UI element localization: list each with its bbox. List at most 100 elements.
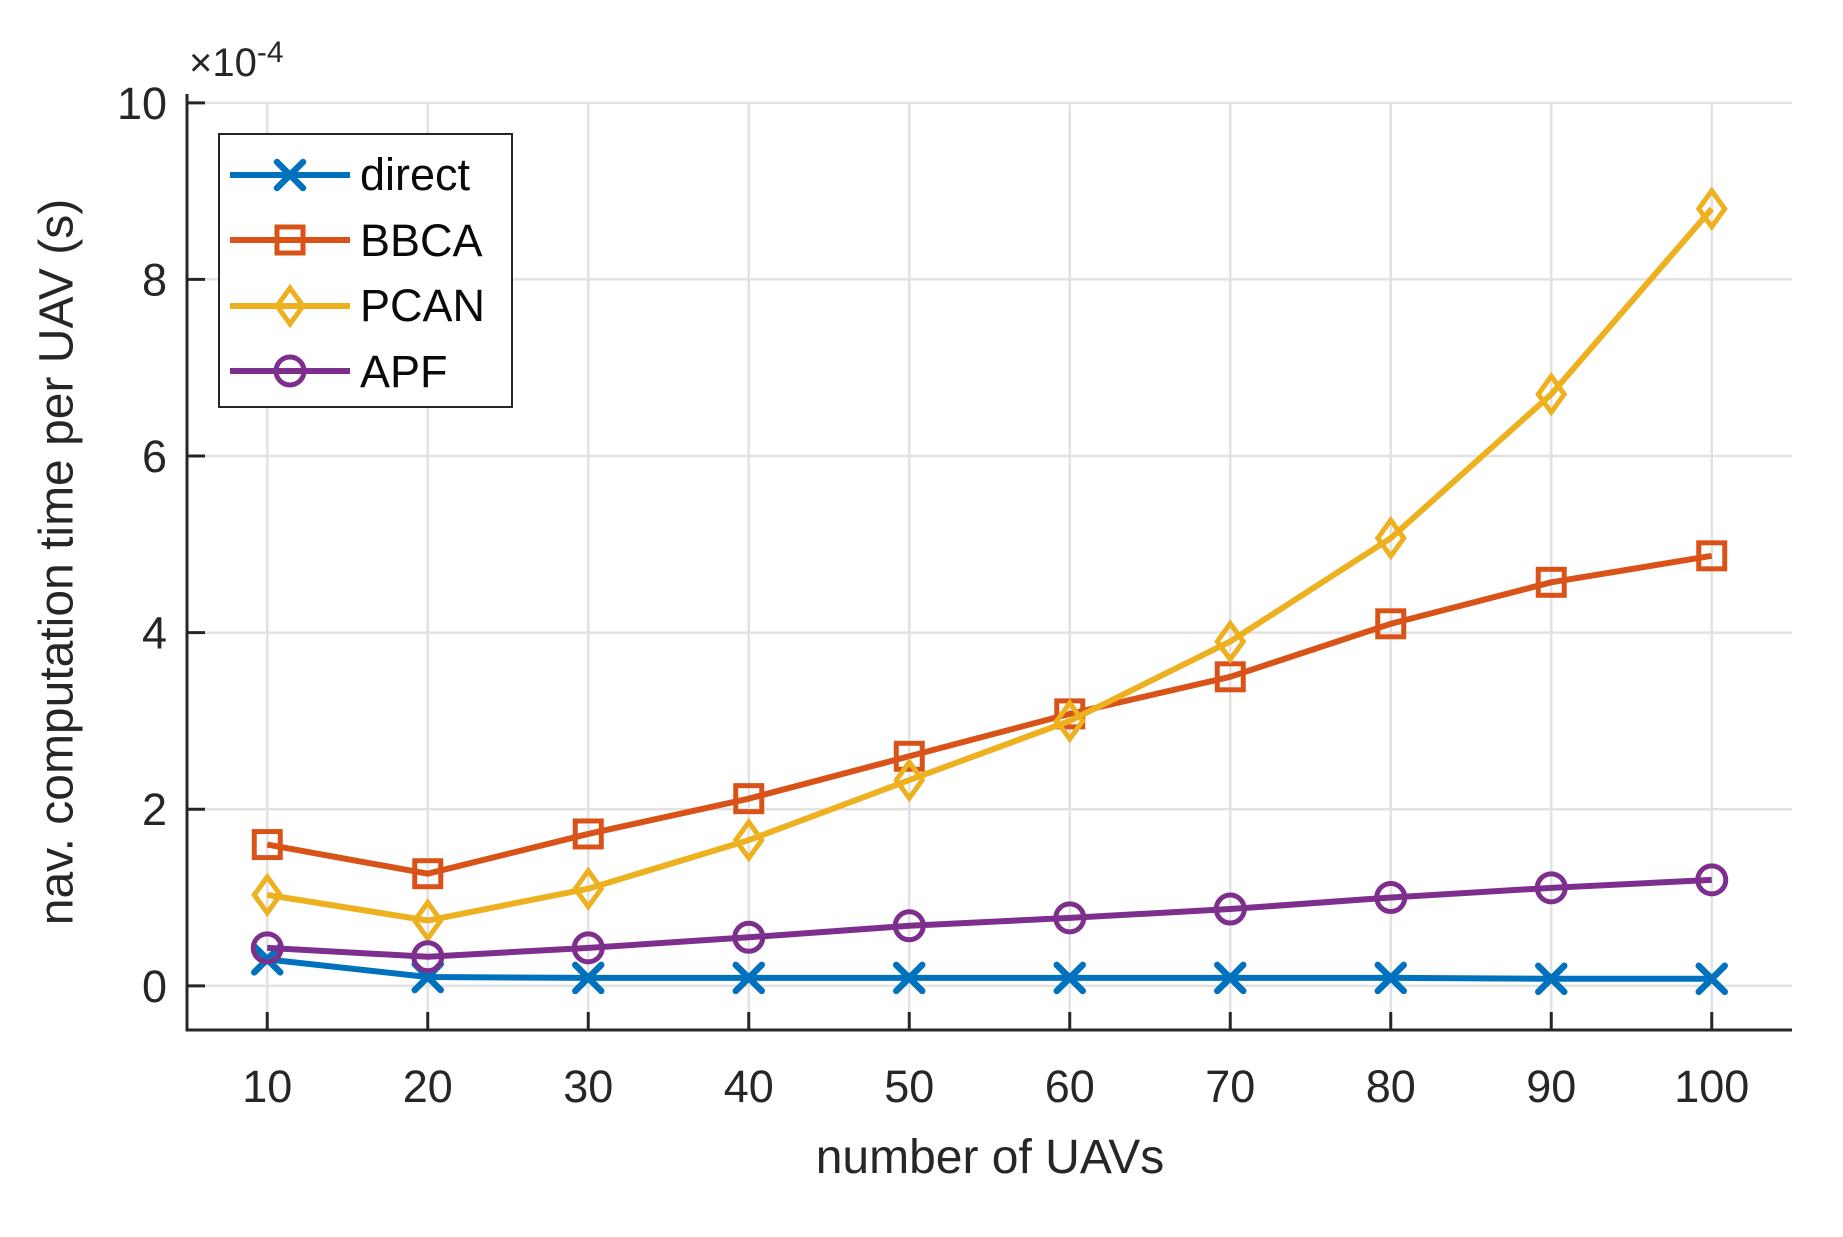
x-glyph [273,158,307,191]
square-glyph [572,818,604,850]
diamond-glyph [1053,698,1086,744]
x-glyph [572,961,605,995]
marker-BBCA-100 [1696,540,1728,572]
marker-PCAN-10 [251,872,284,918]
legend-sample-diamond-icon [230,283,350,329]
gridlines [187,101,1792,1030]
square-glyph [1214,661,1246,693]
x-glyph [732,961,765,995]
marker-PCAN-90 [1535,371,1568,417]
square-glyph [1535,566,1567,598]
x-tick-label-70: 70 [1205,1061,1255,1112]
legend-sample-circle-icon [230,354,350,388]
square-glyph [251,829,283,861]
diamond-glyph [251,872,284,918]
marker-direct-40 [732,961,765,995]
x-glyph [1214,961,1247,995]
axis-ticks [187,101,1714,1030]
axes-spines [185,94,1792,1032]
marker-direct-90 [1535,962,1568,996]
square-glyph [893,740,925,772]
marker-APF-70 [1213,892,1247,926]
y-axis-exponent-prefix: ×10 [189,41,257,85]
x-tick-label-60: 60 [1045,1061,1095,1112]
legend-marker-diamond [273,283,307,329]
marker-direct-60 [1053,961,1086,995]
x-tick-label-100: 100 [1674,1061,1749,1112]
y-tick-label-8: 8 [142,254,167,305]
square-glyph [1696,540,1728,572]
marker-APF-40 [732,920,766,954]
x-tick-label-80: 80 [1366,1061,1416,1112]
marker-APF-60 [1053,901,1087,935]
marker-PCAN-70 [1214,619,1247,664]
legend-item-BBCA: BBCA [220,208,511,274]
series-group [250,186,1729,996]
x-tick-label-40: 40 [724,1061,774,1112]
marker-APF-10 [250,931,284,965]
series-line-BBCA [266,552,1713,877]
diamond-glyph [893,757,926,803]
marker-BBCA-90 [1535,566,1567,598]
series-markers-BBCA [251,540,1728,890]
legend-marker-square [274,224,306,256]
y-tick-label-4: 4 [142,608,167,659]
y-axis-exponent-sup: -4 [256,36,284,69]
marker-APF-20 [411,940,445,974]
circle-glyph [1695,863,1729,897]
legend-item-PCAN: PCAN [220,273,511,339]
marker-BBCA-10 [251,829,283,861]
marker-PCAN-80 [1374,515,1407,561]
legend-label-direct: direct [360,149,471,201]
circle-glyph [892,909,926,943]
x-tick-label-20: 20 [403,1061,453,1112]
legend-marker-x [273,158,307,191]
marker-PCAN-50 [893,757,926,803]
circle-glyph [732,920,766,954]
circle-glyph [1534,871,1568,905]
circle-glyph [250,931,284,965]
x-glyph [1053,961,1086,995]
diamond-glyph [572,866,605,911]
diamond-glyph [411,898,444,943]
marker-APF-30 [571,931,605,965]
square-glyph [1375,608,1407,640]
circle-glyph [1374,881,1408,915]
marker-PCAN-30 [572,866,605,911]
x-tick-label-30: 30 [563,1061,613,1112]
diamond-glyph [1374,515,1407,561]
x-glyph [1695,962,1728,996]
legend-label-BBCA: BBCA [360,214,483,266]
tick-labels: 10 20 30 40 50 60 70 80 90 100 0 2 4 6 8 10 [117,78,1749,1112]
y-axis-exponent: ×10-4 [189,36,284,86]
x-tick-label-90: 90 [1526,1061,1576,1112]
marker-BBCA-30 [572,818,604,850]
marker-APF-90 [1534,871,1568,905]
y-tick-label-0: 0 [142,961,167,1012]
legend-sample-x-icon [230,158,350,191]
square-glyph [412,858,444,890]
marker-direct-80 [1374,961,1407,995]
circle-glyph [273,354,307,388]
marker-APF-50 [892,909,926,943]
diamond-glyph [1214,619,1247,664]
marker-BBCA-50 [893,740,925,772]
series-line-direct [266,956,1712,982]
diamond-glyph [732,817,765,863]
series-markers-direct [251,943,1728,996]
square-glyph [274,224,306,256]
marker-PCAN-20 [411,898,444,943]
marker-direct-70 [1214,961,1247,995]
y-tick-label-6: 6 [142,431,167,482]
x-glyph [1535,962,1568,996]
x-axis-label: number of UAVs [815,1131,1165,1184]
marker-APF-80 [1374,881,1408,915]
x-glyph [1374,961,1407,995]
series-markers-PCAN [251,186,1728,943]
y-tick-label-2: 2 [142,784,167,835]
y-axis-label: nav. computation time per UAV (s) [30,198,84,926]
circle-glyph [571,931,605,965]
marker-direct-100 [1695,962,1728,996]
legend-label-APF: APF [360,345,448,397]
